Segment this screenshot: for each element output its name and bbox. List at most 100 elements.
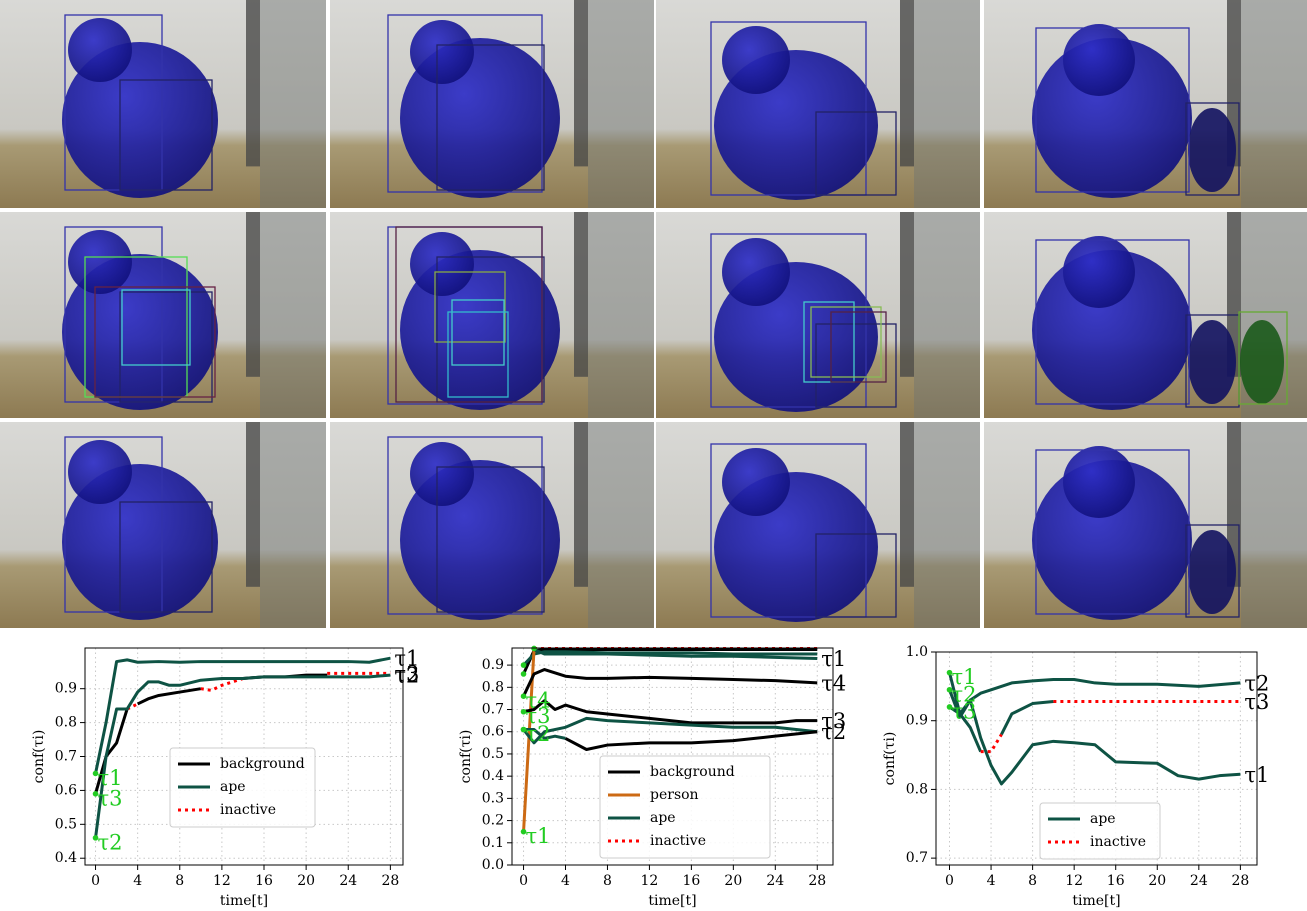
track-end-label: τ2 <box>821 720 846 744</box>
bounding-box <box>121 289 191 366</box>
image-panel <box>656 212 980 418</box>
track-start <box>520 828 527 835</box>
x-tick-label: 24 <box>339 873 357 889</box>
line-chart: 0.4 0.5 0.6 0.7 0.8 0.9 0 4 8 12 16 20 24 28 time[t] co… <box>31 647 419 909</box>
pillar <box>900 422 914 587</box>
bounding-box <box>1185 102 1240 196</box>
track-start-label: τ3 <box>952 699 977 723</box>
plot-frame <box>511 647 834 866</box>
bounding-box <box>710 233 867 408</box>
ape-head <box>410 20 474 84</box>
image-panel <box>984 422 1307 628</box>
track-line <box>980 733 1003 754</box>
glass <box>260 0 326 208</box>
x-tick-label: 24 <box>766 873 784 889</box>
track-start <box>92 835 99 841</box>
track-start <box>520 662 527 668</box>
x-tick-label: 4 <box>133 873 142 889</box>
legend-label: inactive <box>220 802 276 818</box>
track-line <box>200 677 244 692</box>
ape-head <box>722 238 790 306</box>
ape-head <box>410 442 474 506</box>
line-chart: 0.7 0.8 0.9 1.0 0 4 8 12 16 20 24 28 time[t] conf(τi)… <box>882 644 1269 909</box>
bounding-box <box>434 271 506 343</box>
image-panel <box>0 212 326 418</box>
track-end-label: τ1 <box>394 647 419 671</box>
glass <box>914 422 980 628</box>
y-axis-label: conf(τi) <box>882 732 898 786</box>
x-tick-label: 16 <box>1107 873 1125 889</box>
track-start-label: τ1 <box>526 824 551 848</box>
ape-head <box>68 18 132 82</box>
legend-box <box>169 747 316 828</box>
glass <box>588 0 654 208</box>
y-tick-label: 0.7 <box>55 749 77 765</box>
track-line <box>94 673 391 839</box>
track-line <box>948 705 983 753</box>
y-tick-label: 0.7 <box>482 702 504 718</box>
x-tick-label: 8 <box>1028 873 1037 889</box>
bounding-box <box>1035 449 1190 615</box>
y-tick-label: 0.2 <box>482 813 504 829</box>
ape-head <box>68 440 132 504</box>
legend-box <box>1039 802 1161 860</box>
bounding-box <box>815 533 897 618</box>
x-tick-label: 12 <box>213 873 231 889</box>
glass <box>588 212 654 418</box>
track-start <box>520 726 527 733</box>
y-tick-label: 1.0 <box>906 644 928 660</box>
glass <box>914 0 980 208</box>
image-panel <box>984 212 1307 418</box>
track-start <box>520 671 527 677</box>
infant-mask <box>1240 320 1284 404</box>
track-line <box>523 699 818 725</box>
infant-mask <box>1188 108 1236 192</box>
infant-mask <box>1188 530 1236 614</box>
track-end-label: τ3 <box>821 709 846 733</box>
track-line <box>522 648 818 675</box>
track-end-label: τ1 <box>821 647 846 671</box>
ape-head <box>722 448 790 516</box>
bounding-box <box>1035 27 1190 193</box>
y-tick-label: 0.9 <box>55 681 77 697</box>
bounding-box <box>815 323 897 408</box>
track-end-label: τ3 <box>394 662 419 686</box>
x-tick-label: 4 <box>987 873 996 889</box>
pillar <box>246 422 260 587</box>
x-tick-label: 8 <box>175 873 184 889</box>
y-tick-label: 0.6 <box>482 724 504 740</box>
glass <box>914 212 980 418</box>
bounding-box <box>64 14 163 191</box>
x-tick-label: 28 <box>808 873 826 889</box>
x-tick-label: 0 <box>945 873 954 889</box>
glass <box>1241 0 1307 208</box>
x-tick-label: 20 <box>724 873 742 889</box>
legend-label: person <box>650 787 699 803</box>
y-tick-label: 0.6 <box>55 782 77 798</box>
y-tick-label: 0.4 <box>55 850 77 866</box>
bounding-box <box>810 306 882 378</box>
pillar <box>246 0 260 167</box>
image-panel <box>330 422 654 628</box>
bounding-box <box>447 311 509 398</box>
y-tick-label: 0.5 <box>55 816 77 832</box>
y-tick-label: 0.9 <box>482 657 504 673</box>
legend-label: ape <box>1090 811 1116 827</box>
track-end-label: τ4 <box>821 671 846 695</box>
legend-label: background <box>650 764 735 780</box>
x-tick-label: 20 <box>297 873 315 889</box>
legend-box <box>599 755 771 859</box>
bounding-box <box>710 21 867 196</box>
y-tick-label: 0.9 <box>906 713 928 729</box>
image-panel <box>656 0 980 208</box>
legend-label: inactive <box>1090 834 1146 850</box>
x-tick-label: 28 <box>381 873 399 889</box>
pillar <box>900 212 914 377</box>
bounding-box <box>395 226 543 403</box>
track-line <box>948 672 1241 786</box>
legend-label: ape <box>650 810 676 826</box>
bounding-box <box>830 311 887 383</box>
x-tick-label: 16 <box>255 873 273 889</box>
pillar <box>574 422 588 587</box>
